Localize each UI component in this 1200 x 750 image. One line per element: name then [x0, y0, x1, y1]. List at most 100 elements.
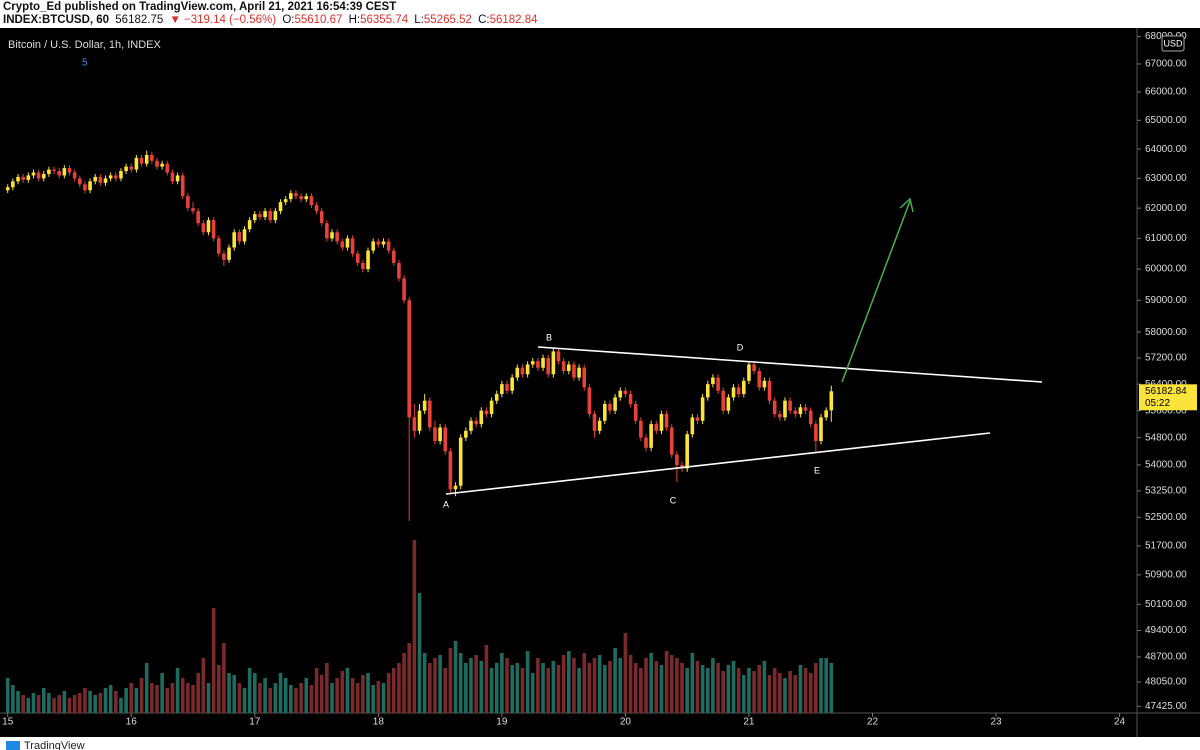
candle-body — [222, 253, 226, 260]
candle-body — [798, 407, 803, 415]
candle-body — [289, 193, 293, 200]
brand-logo — [6, 741, 20, 750]
volume-bar — [798, 665, 803, 713]
y-tick-label: 61000.00 — [1145, 233, 1187, 244]
volume-bar — [489, 668, 494, 713]
volume-bar — [170, 683, 175, 713]
candle-body — [263, 211, 267, 218]
candle-body — [397, 262, 401, 279]
candle-body — [381, 241, 386, 245]
candle-body — [165, 163, 170, 173]
candle-body — [309, 196, 314, 206]
candle-body — [88, 181, 92, 191]
candle-body — [556, 351, 561, 362]
volume-bar — [402, 653, 406, 713]
volume-bar — [129, 683, 134, 713]
volume-bar — [530, 673, 535, 713]
candle-body — [695, 417, 700, 421]
volume-bar — [47, 693, 51, 713]
candle-body — [196, 211, 200, 224]
candle-body — [711, 377, 715, 385]
candle-body — [819, 417, 823, 442]
x-tick-label: 19 — [496, 717, 508, 728]
candle-body — [793, 410, 798, 415]
candle-body — [417, 410, 422, 431]
candle-body — [489, 400, 494, 415]
volume-bar — [633, 663, 638, 713]
volume-bar — [469, 658, 473, 713]
volume-bar — [134, 688, 139, 713]
y-tick-label: 50900.00 — [1145, 570, 1187, 581]
wave-label: A — [443, 499, 449, 509]
volume-bar — [21, 695, 25, 713]
candle-body — [124, 166, 128, 172]
candle-body — [201, 223, 206, 233]
candle-body — [603, 404, 607, 421]
volume-bar — [397, 663, 401, 713]
volume-bar — [669, 655, 674, 713]
footer-brand: TradingView — [24, 740, 85, 750]
candle-body — [155, 160, 159, 167]
volume-bar — [93, 695, 98, 713]
volume-bar — [757, 665, 762, 713]
volume-bar — [62, 691, 67, 713]
volume-bar — [422, 653, 427, 713]
volume-bar — [623, 633, 628, 713]
candle-body — [299, 196, 303, 200]
last-price-badge — [1139, 384, 1197, 411]
volume-bar — [160, 673, 164, 713]
candle-body — [721, 390, 726, 411]
candle-body — [520, 367, 525, 375]
volume-bar — [438, 655, 442, 713]
volume-bar — [433, 658, 437, 713]
volume-bar — [196, 673, 200, 713]
y-tick-label: 66000.00 — [1145, 87, 1187, 98]
axes: 68000.0067000.0066000.0065000.0064000.00… — [2, 31, 1197, 728]
wave-label: B — [546, 332, 552, 342]
candle-body — [587, 387, 592, 415]
volume-bar — [319, 675, 324, 713]
candle-body — [72, 172, 77, 179]
candle-body — [211, 220, 216, 239]
volume-bar — [330, 683, 334, 713]
last-price: 56182.75 — [115, 14, 163, 26]
y-tick-label: 53250.00 — [1145, 486, 1187, 497]
candle-body — [479, 410, 484, 425]
candle-body — [83, 184, 87, 191]
candle-body — [762, 380, 767, 388]
volume-bar — [474, 655, 478, 713]
volume-bar — [340, 671, 345, 713]
volume-bar — [690, 653, 695, 713]
candle-body — [664, 414, 669, 428]
volume-bar — [386, 673, 391, 713]
symbol: INDEX:BTCUSD, 60 — [3, 14, 109, 26]
volume-bar — [412, 540, 417, 713]
volume-bar — [67, 698, 72, 713]
volume-bar — [309, 685, 314, 713]
candle-body — [180, 175, 185, 197]
candle-body — [757, 370, 762, 388]
candle-body — [675, 454, 679, 465]
ohlc-line: INDEX:BTCUSD, 60 56182.75 ▼ −319.14 (−0.… — [3, 14, 538, 26]
volume-bar — [613, 648, 617, 713]
candle-body — [335, 232, 339, 242]
candle-body — [129, 166, 134, 170]
candle-body — [175, 175, 180, 182]
candle-body — [566, 364, 571, 371]
volume-bar — [484, 645, 489, 713]
volume-bar — [587, 663, 592, 713]
volume-bar — [222, 643, 226, 713]
candle-body — [783, 400, 787, 418]
volume-bar — [103, 688, 108, 713]
chart-title: Bitcoin / U.S. Dollar, 1h, INDEX — [8, 39, 161, 51]
volume-bar — [361, 675, 365, 713]
volume-bar — [680, 663, 684, 713]
volume-bar — [345, 668, 350, 713]
wave-label: E — [814, 465, 820, 475]
y-tick-label: 56400.00 — [1145, 379, 1187, 390]
y-tick-label: 59000.00 — [1145, 295, 1187, 306]
x-tick-label: 15 — [2, 717, 14, 728]
volume-bar — [124, 688, 128, 713]
candle-body — [747, 364, 751, 381]
upper-trendline — [537, 346, 1043, 383]
